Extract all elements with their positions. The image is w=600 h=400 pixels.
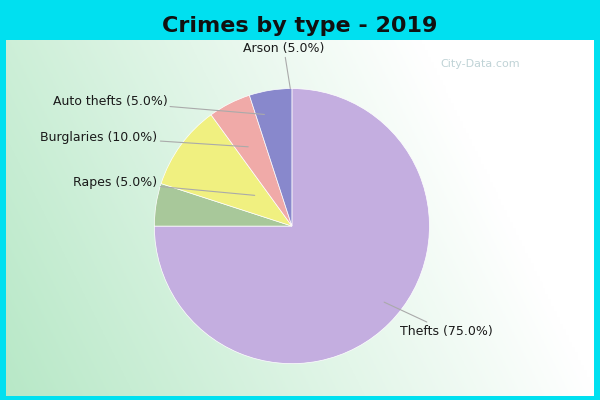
Wedge shape (154, 184, 292, 226)
Wedge shape (211, 95, 292, 226)
Wedge shape (250, 88, 292, 226)
Text: Crimes by type - 2019: Crimes by type - 2019 (163, 16, 437, 36)
Text: City-Data.com: City-Data.com (440, 59, 520, 69)
Text: Burglaries (10.0%): Burglaries (10.0%) (40, 130, 248, 147)
Text: Auto thefts (5.0%): Auto thefts (5.0%) (53, 95, 265, 114)
Text: Rapes (5.0%): Rapes (5.0%) (73, 176, 254, 195)
Text: Arson (5.0%): Arson (5.0%) (243, 42, 325, 88)
Wedge shape (161, 115, 292, 226)
Text: Thefts (75.0%): Thefts (75.0%) (384, 302, 493, 338)
Wedge shape (154, 88, 430, 364)
